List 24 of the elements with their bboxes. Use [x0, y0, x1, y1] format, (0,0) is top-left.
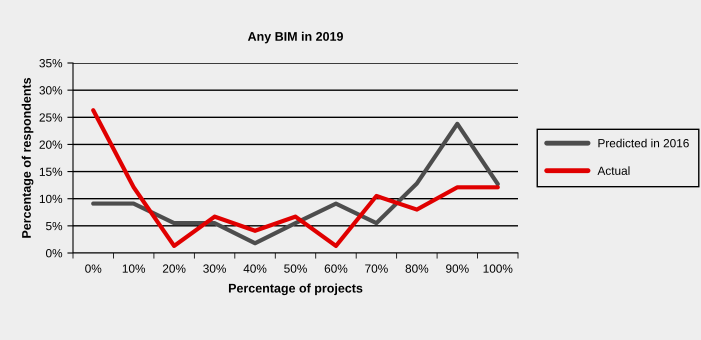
- y-tick-label: 5%: [46, 222, 62, 230]
- x-tick-label: 80%: [406, 264, 428, 273]
- chart-title: Any BIM in 2019: [248, 32, 343, 44]
- x-tick-label: 30%: [203, 264, 226, 273]
- y-tick-label: 20%: [40, 140, 62, 149]
- y-tick-label: 0%: [46, 249, 62, 258]
- x-tick-label: 50%: [284, 264, 307, 273]
- x-tick-label: 0%: [85, 264, 102, 273]
- x-axis-title: Percentage of projects: [228, 283, 362, 296]
- x-tick-label: 40%: [244, 264, 266, 273]
- x-tick-label: 10%: [122, 264, 146, 273]
- y-axis-title: Percentage of respondents: [22, 78, 34, 238]
- legend-label: Predicted in 2016: [598, 138, 689, 148]
- y-tick-label: 35%: [39, 59, 62, 68]
- y-tick-label: 15%: [40, 168, 62, 176]
- x-tick-label: 20%: [162, 264, 186, 273]
- y-tick-label: 30%: [39, 86, 62, 95]
- x-tick-label: 90%: [446, 264, 469, 273]
- x-tick-label: 70%: [365, 264, 388, 273]
- x-tick-label: 60%: [324, 264, 348, 273]
- legend-label: Actual: [597, 166, 630, 175]
- x-tick-label: 100%: [484, 264, 512, 273]
- y-tick-label: 25%: [40, 113, 62, 122]
- y-tick-label: 10%: [40, 194, 62, 204]
